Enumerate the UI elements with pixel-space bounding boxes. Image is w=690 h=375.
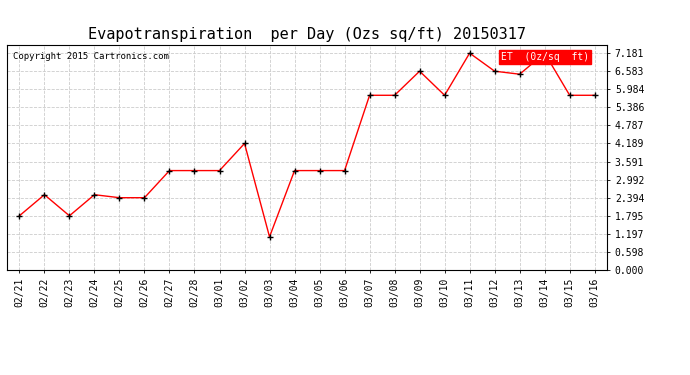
- Text: ET  (0z/sq  ft): ET (0z/sq ft): [501, 52, 589, 62]
- Title: Evapotranspiration  per Day (Ozs sq/ft) 20150317: Evapotranspiration per Day (Ozs sq/ft) 2…: [88, 27, 526, 42]
- Text: Copyright 2015 Cartronics.com: Copyright 2015 Cartronics.com: [13, 52, 169, 61]
